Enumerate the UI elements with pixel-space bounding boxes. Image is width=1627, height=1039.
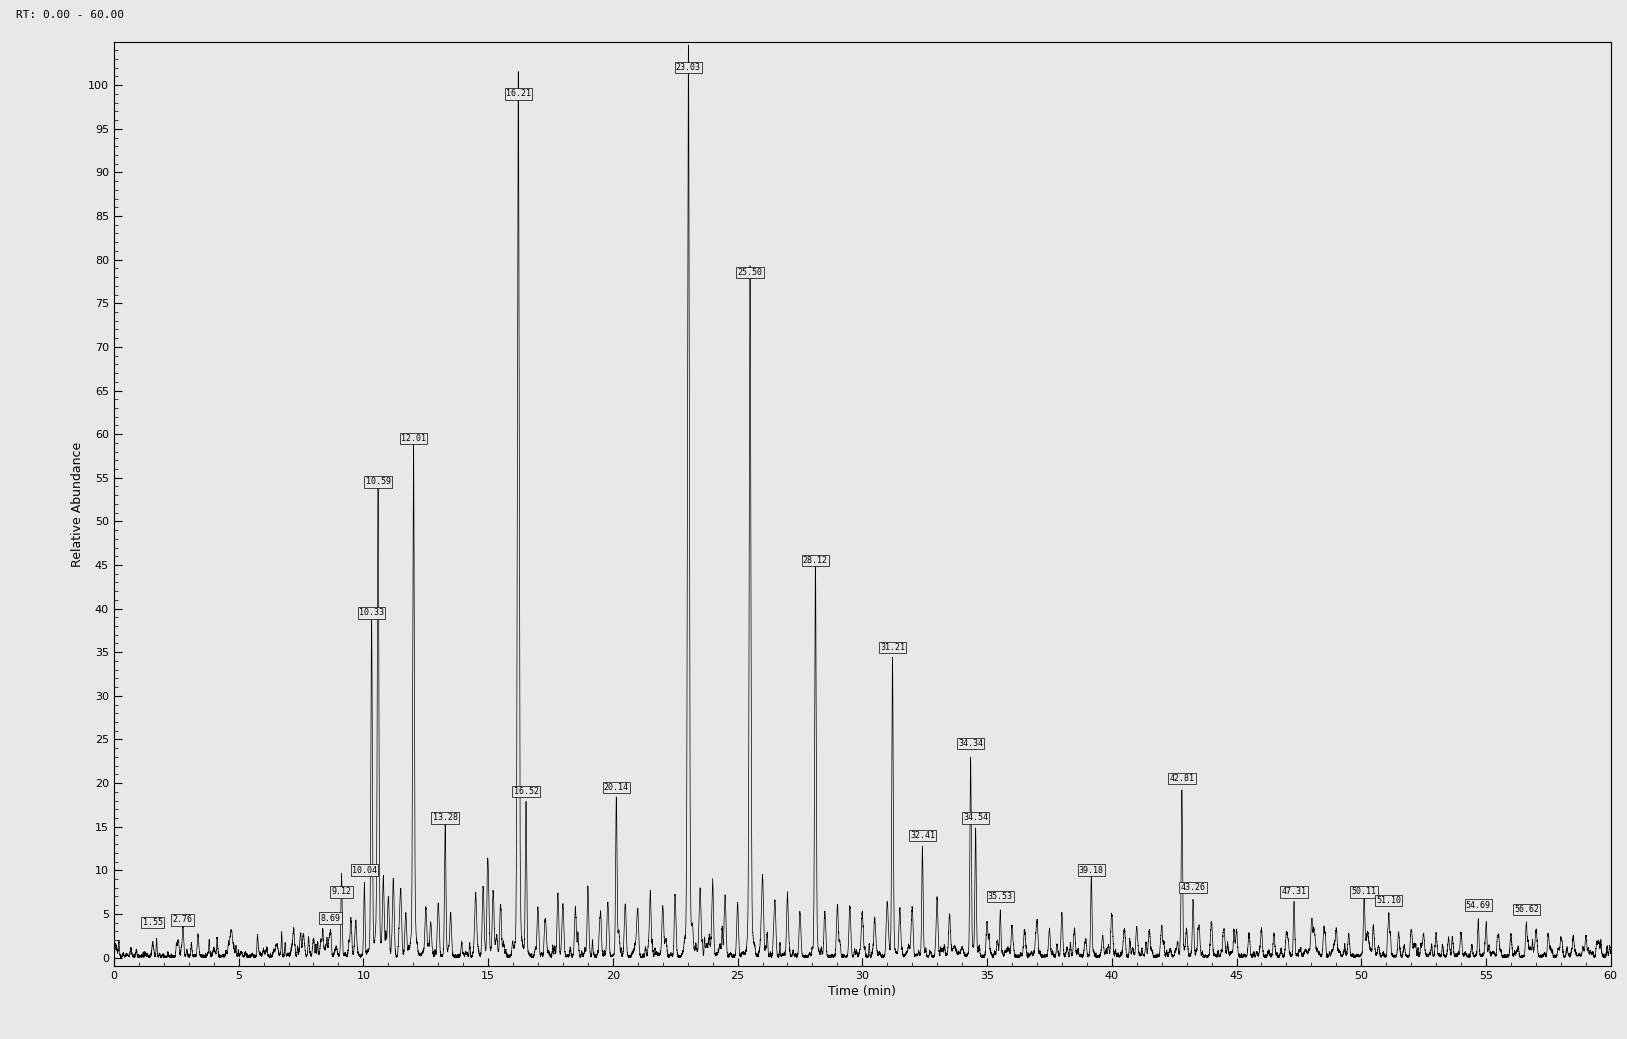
Text: 56.62: 56.62 bbox=[1513, 905, 1539, 914]
Text: 2.76: 2.76 bbox=[172, 915, 192, 925]
Text: 25.50: 25.50 bbox=[737, 268, 763, 277]
Text: 54.69: 54.69 bbox=[1466, 901, 1490, 909]
Text: 39.18: 39.18 bbox=[1079, 865, 1103, 875]
Text: 34.54: 34.54 bbox=[963, 814, 988, 822]
Text: 32.41: 32.41 bbox=[909, 831, 936, 840]
Text: 23.03: 23.03 bbox=[675, 63, 701, 72]
Y-axis label: Relative Abundance: Relative Abundance bbox=[72, 442, 85, 566]
X-axis label: Time (min): Time (min) bbox=[828, 985, 896, 998]
Text: 43.26: 43.26 bbox=[1181, 883, 1206, 893]
Text: 12.01: 12.01 bbox=[400, 434, 426, 443]
Text: 31.21: 31.21 bbox=[880, 643, 905, 652]
Text: 10.59: 10.59 bbox=[366, 478, 390, 486]
Text: RT: 0.00 - 60.00: RT: 0.00 - 60.00 bbox=[16, 10, 124, 21]
Text: 35.53: 35.53 bbox=[988, 891, 1012, 901]
Text: 28.12: 28.12 bbox=[802, 556, 828, 565]
Text: 16.52: 16.52 bbox=[514, 788, 539, 796]
Text: 8.69: 8.69 bbox=[321, 913, 340, 923]
Text: 1.55: 1.55 bbox=[143, 918, 163, 927]
Text: 10.33: 10.33 bbox=[360, 608, 384, 617]
Text: 10.04: 10.04 bbox=[351, 865, 377, 875]
Text: 34.34: 34.34 bbox=[958, 739, 983, 748]
Text: 47.31: 47.31 bbox=[1282, 887, 1306, 897]
Text: 13.28: 13.28 bbox=[433, 814, 457, 822]
Text: 16.21: 16.21 bbox=[506, 89, 530, 99]
Text: 9.12: 9.12 bbox=[332, 887, 351, 897]
Text: 50.11: 50.11 bbox=[1352, 887, 1376, 897]
Text: 51.10: 51.10 bbox=[1376, 897, 1401, 905]
Text: 20.14: 20.14 bbox=[604, 782, 628, 792]
Text: 42.81: 42.81 bbox=[1170, 774, 1194, 783]
